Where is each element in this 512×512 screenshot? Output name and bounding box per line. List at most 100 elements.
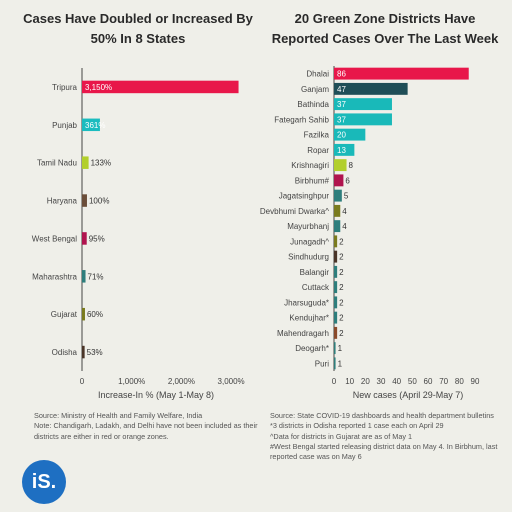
chart1-value-label: 361% — [85, 121, 105, 130]
chart1-title: Cases Have Doubled or Increased By 50% I… — [23, 11, 253, 46]
chart2-footnote-odisha: *3 districts in Odisha reported 1 case e… — [270, 421, 444, 431]
chart2-x-tick-label: 60 — [424, 377, 433, 386]
chart1-bar — [82, 345, 85, 359]
chart2-value-label: 4 — [342, 207, 347, 216]
chart2-category-label: Mahendragarh — [277, 329, 329, 338]
chart2-x-tick-label: 20 — [361, 377, 370, 386]
chart2-value-label: 2 — [339, 283, 344, 292]
chart1-note: Note: Chandigarh, Ladakh, and Delhi have… — [34, 421, 258, 441]
chart2-value-label: 8 — [349, 161, 354, 170]
chart2-x-tick-label: 40 — [392, 377, 401, 386]
chart2-category-label: Birbhum# — [295, 176, 330, 185]
chart2-value-label: 86 — [337, 70, 346, 79]
chart2-category-label: Devbhumi Dwarka^ — [260, 207, 329, 216]
chart2-title: 20 Green Zone Districts Have Reported Ca… — [271, 11, 499, 46]
chart2-bar — [334, 357, 336, 370]
chart2-bar — [334, 342, 336, 355]
chart2-value-label: 1 — [338, 359, 343, 368]
chart1-bar — [82, 194, 87, 207]
chart1-bar — [82, 270, 86, 283]
chart2-value-label: 2 — [339, 314, 344, 323]
chart2-value-label: 1 — [338, 344, 343, 353]
chart2-footnote-west-bengal: #West Bengal started releasing district … — [270, 441, 498, 462]
chart2-bar — [334, 326, 338, 339]
chart2-x-tick-label: 30 — [377, 377, 386, 386]
chart2-value-label: 20 — [337, 131, 346, 140]
chart2-bar — [334, 265, 338, 278]
chart2-category-label: Fazilka — [304, 131, 330, 140]
chart1-bar — [82, 232, 87, 245]
chart2-source: Source: State COVID-19 dashboards and he… — [270, 411, 494, 420]
chart1-category-label: Maharashtra — [32, 272, 77, 281]
chart2-value-label: 2 — [339, 253, 344, 262]
chart2-category-label: Krishnagiri — [291, 161, 329, 170]
chart1-notes: Source: Ministry of Health and Family We… — [34, 411, 258, 442]
chart1-bar — [82, 80, 239, 94]
chart1-x-tick-label: 0 — [80, 377, 85, 386]
chart2-footnote-gujarat: ^Data for districts in Gujarat are as of… — [270, 431, 413, 441]
chart1-bar — [82, 307, 85, 321]
chart1-category-label: Tripura — [52, 83, 78, 92]
chart1-x-tick-label: 1,000% — [118, 377, 145, 386]
chart2-bar — [334, 311, 338, 324]
chart2-x-tick-label: 70 — [439, 377, 448, 386]
chart2-value-label: 47 — [337, 85, 346, 94]
chart1-category-label: West Bengal — [32, 234, 77, 243]
chart2-value-label: 2 — [339, 268, 344, 277]
chart2-bar — [334, 235, 338, 248]
chart2-x-tick-label: 0 — [332, 377, 337, 386]
chart2-bar — [334, 296, 338, 309]
chart2-bar — [334, 220, 341, 233]
chart2-category-label: Mayurbhanj — [287, 222, 329, 231]
chart2-bar — [334, 82, 408, 95]
chart1-bar — [82, 118, 100, 132]
chart2-notes: Source: State COVID-19 dashboards and he… — [270, 411, 502, 462]
chart2-category-label: Bathinda — [297, 100, 329, 109]
chart1-value-label: 133% — [91, 159, 111, 168]
chart1-value-label: 71% — [88, 272, 104, 281]
chart1-bar — [82, 156, 89, 169]
chart2-bar — [334, 128, 366, 141]
chart2-value-label: 2 — [339, 329, 344, 338]
chart2-category-label: Kendujhar* — [289, 314, 329, 323]
chart2-category-label: Sindhudurg — [288, 253, 329, 262]
chart1-category-label: Gujarat — [51, 310, 78, 319]
chart2-bar — [334, 159, 347, 172]
chart2-bar — [334, 189, 342, 202]
chart2-x-tick-label: 50 — [408, 377, 417, 386]
chart1-x-tick-label: 2,000% — [168, 377, 195, 386]
chart2-category-label: Ropar — [307, 146, 329, 155]
chart2-bar — [334, 204, 341, 217]
chart2-bar — [334, 281, 338, 294]
chart1-category-label: Odisha — [52, 348, 78, 357]
chart1-source: Source: Ministry of Health and Family We… — [34, 411, 203, 420]
chart2-bar — [334, 113, 392, 126]
chart2-x-tick-label: 80 — [455, 377, 464, 386]
chart1-category-label: Haryana — [47, 197, 78, 206]
chart2-value-label: 4 — [342, 222, 347, 231]
chart2-category-label: Jagatsinghpur — [279, 192, 330, 201]
chart2-x-axis-label: New cases (April 29-May 7) — [353, 390, 464, 400]
chart2-category-label: Jharsuguda* — [284, 298, 329, 307]
chart2-bar — [334, 67, 469, 80]
chart2-x-tick-label: 90 — [471, 377, 480, 386]
chart2-bar — [334, 143, 355, 156]
chart1-x-tick-label: 3,000% — [218, 377, 245, 386]
chart1-value-label: 53% — [87, 348, 103, 357]
chart1-category-label: Tamil Nadu — [37, 159, 77, 168]
chart2-category-label: Ganjam — [301, 85, 329, 94]
chart2-x-tick-label: 10 — [345, 377, 354, 386]
chart2-category-label: Fategarh Sahib — [274, 115, 329, 124]
chart2-category-label: Deogarh* — [295, 344, 329, 353]
chart2-category-label: Puri — [315, 359, 329, 368]
chart2-value-label: 6 — [345, 176, 350, 185]
chart2-category-label: Junagadh^ — [290, 237, 329, 246]
chart1-category-label: Punjab — [52, 121, 77, 130]
chart1-value-label: 60% — [87, 310, 103, 319]
chart2-value-label: 5 — [344, 192, 349, 201]
chart2-bar — [334, 174, 344, 187]
chart2-category-label: Dhalai — [306, 70, 329, 79]
chart2-bar — [334, 250, 338, 263]
